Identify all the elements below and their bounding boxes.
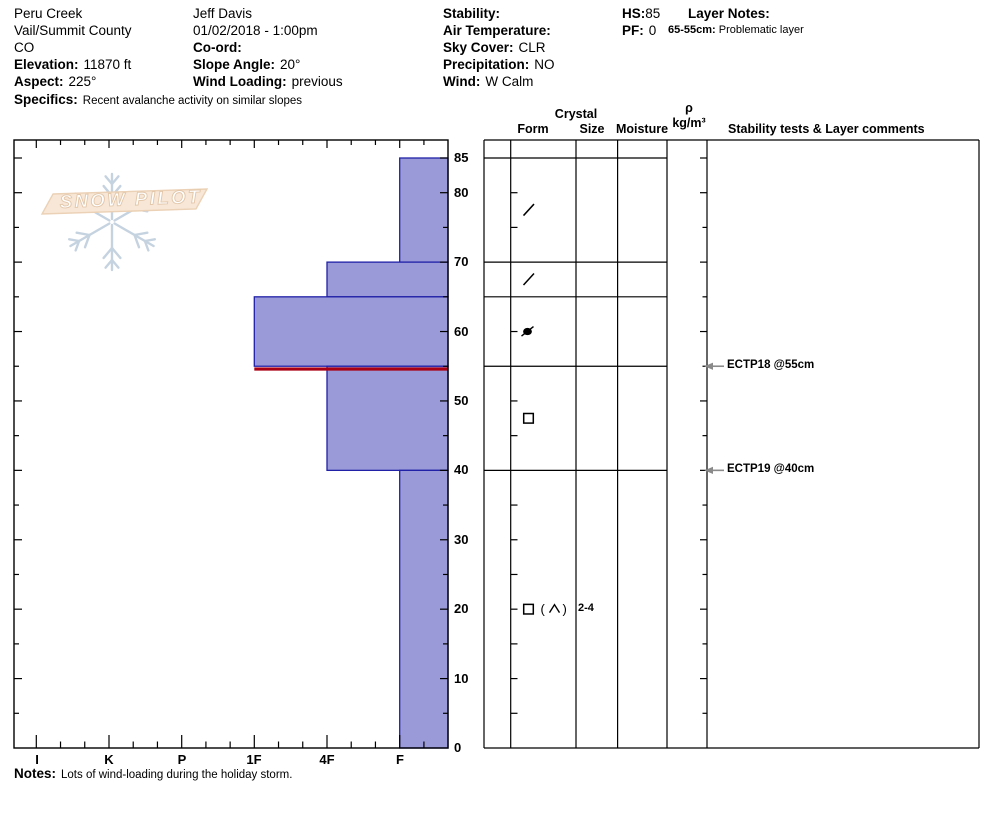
crystal-form-slash-icon [521,325,534,337]
col-header-size: Size [579,122,605,136]
depth-label-40: 40 [454,462,469,477]
depth-label-85: 85 [454,150,469,165]
observation-date: 01/02/2018 - 1:00pm [193,23,318,38]
chart-graphics: () [13,139,980,749]
crystal-form-slash-icon [522,272,535,286]
site-name: Peru Creek [14,6,83,21]
layer-bar [399,469,449,749]
snowflake-arm [102,246,114,260]
depth-label-60: 60 [454,324,469,339]
crystal-form-chevron-icon [548,603,561,614]
snowflake-arm [110,246,122,260]
stability-line: Stability: [443,6,501,21]
depth-label-30: 30 [454,532,469,547]
hs-line: HS:85 [622,6,661,21]
air-temp-line: Air Temperature: [443,23,551,38]
site-state: CO [14,40,35,55]
layer-notes-title: Layer Notes: [688,6,770,21]
stability-test-label-2: ECTP19 @40cm [727,463,815,475]
snowflake-arm [74,239,81,252]
col-header-crystal: Crystal [554,107,598,121]
col-header-moisture: Moisture [615,122,669,136]
col-header-density-symbol: ρ [685,101,693,115]
sky-cover-line: Sky Cover: CLR [443,40,546,55]
snowflake-arm [143,239,150,252]
snowflake-arm [68,238,81,243]
wind-loading-line: Wind Loading: previous [193,74,343,89]
site-region: Vail/Summit County [14,23,132,38]
plot-border [13,139,449,749]
pf-line: PF: 0 [622,23,657,38]
test-arrow-icon [704,466,713,474]
depth-label-20: 20 [454,601,469,616]
coord-line: Co-ord: [193,40,242,55]
depth-label-10: 10 [454,671,469,686]
layer-bar [326,365,449,472]
snowflake-arm [83,233,91,249]
paren-glyph: ( [541,602,546,617]
snowflake-arm [110,258,120,269]
aspect-line: Aspect: 225° [14,74,97,89]
failure-plane-line [254,367,448,371]
hardness-label-p: P [177,752,187,767]
layer-bar [399,157,449,263]
depth-label-50: 50 [454,393,469,408]
snowflake-arm [133,231,149,237]
crystal-form-slash-icon [522,203,535,217]
hardness-label-k: K [104,752,114,767]
snowflake-arm [75,231,91,237]
paren-glyph: ) [563,602,567,617]
col-header-stability-tests: Stability tests & Layer comments [728,122,925,136]
precip-line: Precipitation: NO [443,57,555,72]
logo-banner [40,188,209,215]
snowflake-arm [133,233,141,249]
snowflake-arm [104,175,114,186]
layer-bar [326,261,449,298]
hardness-label-i: I [35,752,39,767]
notes-line: Notes: Lots of wind-loading during the ho… [14,766,293,781]
observer-name: Jeff Davis [193,6,253,21]
layer-bar [253,296,449,367]
crystal-form-square-icon [522,412,535,424]
hardness-label-1f: 1F [246,752,262,767]
snowflake-arm [143,238,156,243]
depth-label-0: 0 [454,740,462,755]
specifics-line: Specifics: Recent avalanche activity on s… [14,92,303,107]
grain-size-value: 2-4 [578,602,594,614]
elevation-line: Elevation: 11870 ft [14,57,132,72]
crystal-form-square-icon [522,603,535,615]
hardness-label-f: F [396,752,404,767]
snowflake-arm [110,175,120,186]
slope-angle-line: Slope Angle: 20° [193,57,301,72]
stability-test-label-1: ECTP18 @55cm [727,359,815,371]
col-header-form: Form [517,122,549,136]
hardness-label-4f: 4F [319,752,335,767]
snowpilot-logo: SNOW PILOT [40,172,209,272]
col-header-density-unit: kg/m³ [672,116,706,130]
snowflake-arm [104,258,114,269]
depth-label-80: 80 [454,185,469,200]
layer-note-1: 65-55cm: Problematic layer [668,24,804,36]
wind-line: Wind: W Calm [443,74,534,89]
depth-label-70: 70 [454,254,469,269]
test-arrow-icon [704,362,713,370]
